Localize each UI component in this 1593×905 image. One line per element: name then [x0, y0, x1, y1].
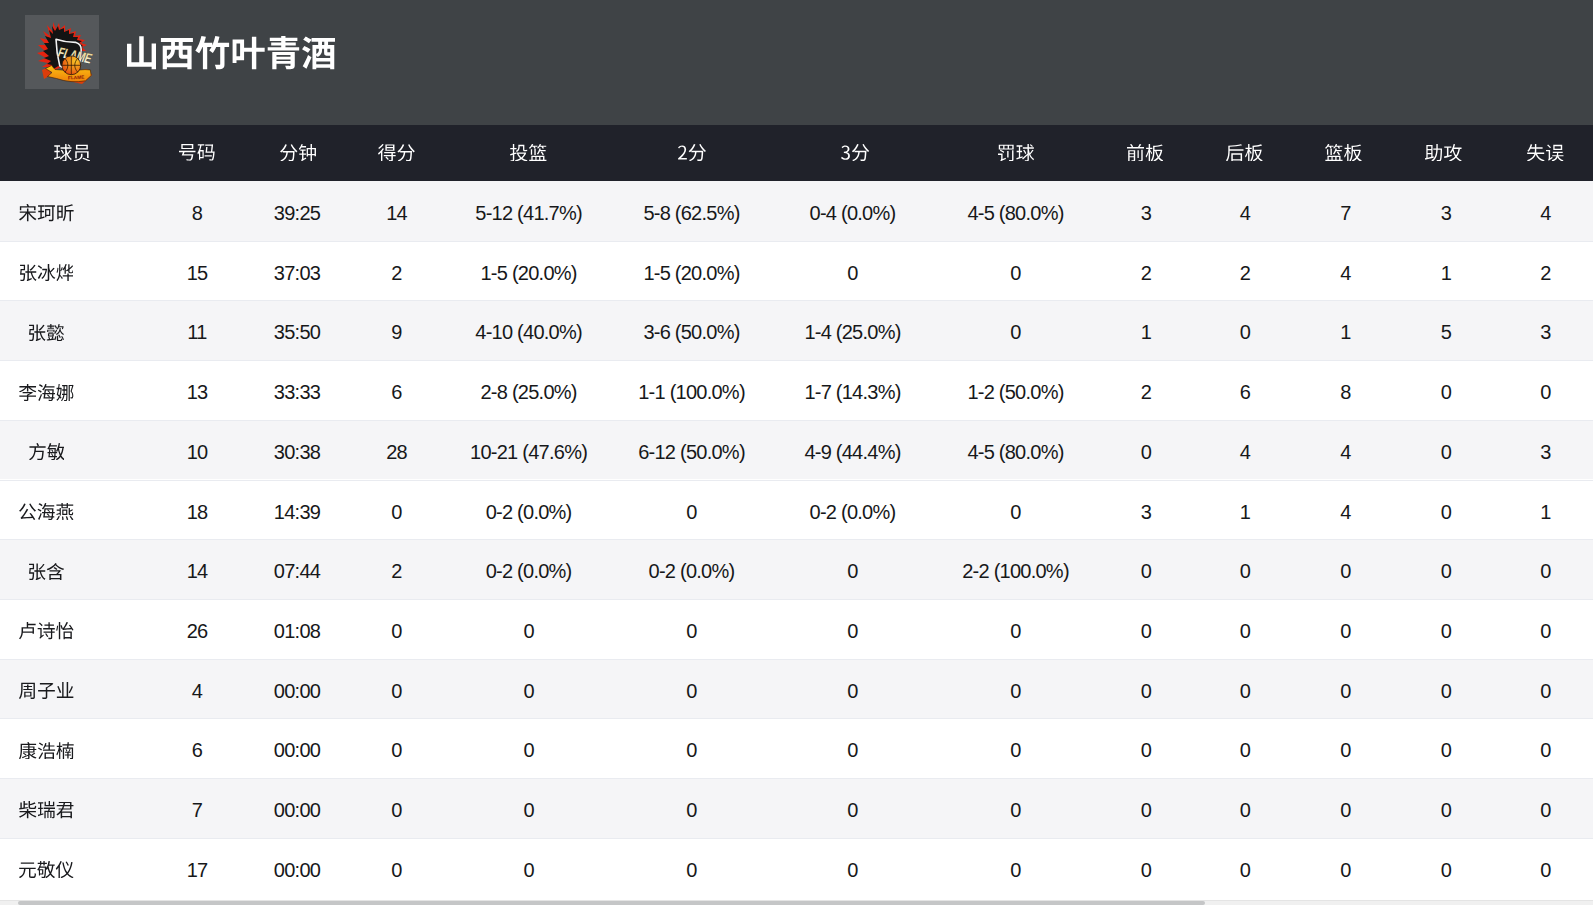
svg-text:FLAME: FLAME — [68, 75, 85, 81]
